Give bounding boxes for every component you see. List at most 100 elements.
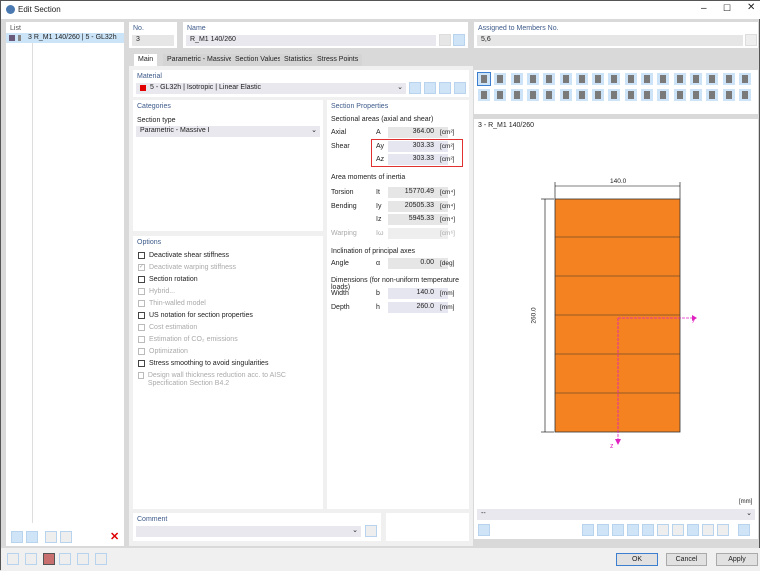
checkbox-icon[interactable] (138, 252, 145, 259)
edit-name-icon[interactable] (439, 34, 451, 46)
tab-stress-points[interactable]: Stress Points (313, 54, 363, 66)
units-icon[interactable] (25, 553, 37, 565)
option-checkbox[interactable]: Stress smoothing to avoid singularities (138, 360, 318, 367)
name-field[interactable]: R_M1 140/260 (186, 35, 436, 46)
u-section-2-shape-icon[interactable] (624, 89, 637, 101)
depth-field[interactable]: 260.0 (388, 302, 448, 313)
assigned-field[interactable]: 5,6 (477, 35, 743, 46)
box-2-shape-icon[interactable] (673, 89, 686, 101)
inverted-trapezoid-shape-icon[interactable] (608, 73, 621, 85)
pi-section-3-shape-icon[interactable] (689, 73, 702, 85)
edit-icon[interactable] (95, 553, 107, 565)
square-shape-icon[interactable] (510, 73, 523, 85)
close-button[interactable]: ✕ (747, 2, 756, 13)
view-options-icon[interactable] (478, 524, 490, 536)
pi-section-2-shape-icon[interactable] (673, 73, 686, 85)
preview-dropdown[interactable]: -- ⌄ (477, 509, 755, 520)
show-dimensions-icon[interactable] (582, 524, 594, 536)
section-type-select[interactable]: Parametric - Massive I ⌄ (136, 126, 320, 137)
apply-button[interactable]: Apply (716, 553, 758, 566)
show-elements-icon[interactable] (672, 524, 684, 536)
i-section-shape-icon[interactable] (706, 73, 719, 85)
list-item[interactable]: 3 R_M1 140/260 | 5 - GL32h (6, 33, 124, 43)
option-checkbox[interactable]: Section rotation (138, 276, 318, 283)
segment-shape-icon[interactable] (706, 89, 719, 101)
show-axes-icon[interactable] (612, 524, 624, 536)
copy-section-icon[interactable] (26, 531, 38, 543)
material-select[interactable]: 5 - GL32h | Isotropic | Linear Elastic ⌄ (136, 83, 406, 94)
show-grid-icon[interactable] (687, 524, 699, 536)
search-icon[interactable] (7, 553, 19, 565)
material-library-icon[interactable] (409, 82, 421, 94)
show-parts-icon[interactable] (702, 524, 714, 536)
circle-2-shape-icon[interactable] (738, 89, 751, 101)
i-section-4-shape-icon[interactable] (478, 89, 490, 101)
renumber-icon[interactable] (60, 531, 72, 543)
rectangle-shape-icon[interactable] (477, 72, 491, 86)
model-icon[interactable] (77, 553, 89, 565)
warping-unit: [cm⁶] (440, 230, 455, 237)
rounded-square-shape-icon[interactable] (526, 73, 539, 85)
u-section-3-shape-icon[interactable] (641, 89, 653, 101)
library-icon[interactable] (453, 34, 465, 46)
t-section-3-shape-icon[interactable] (592, 73, 605, 85)
half-circle-shape-icon[interactable] (689, 89, 702, 101)
t-section-2-shape-icon[interactable] (575, 73, 588, 85)
show-stress-points-icon[interactable] (627, 524, 639, 536)
l-t-section-shape-icon[interactable] (641, 73, 653, 85)
i-section-3-shape-icon[interactable] (738, 73, 751, 85)
section-type-label: Section type (137, 117, 176, 124)
no-field[interactable]: 3 (132, 35, 174, 46)
minimize-button[interactable]: – (701, 3, 707, 14)
select-members-icon[interactable] (745, 34, 757, 46)
comment-field[interactable]: ⌄ (136, 526, 361, 537)
shape-glyph (497, 91, 504, 99)
ring-shape-icon[interactable] (543, 89, 556, 101)
maximize-button[interactable]: ☐ (723, 3, 732, 13)
pi-section-shape-icon[interactable] (657, 73, 670, 85)
table-icon[interactable] (59, 553, 71, 565)
i-section-5-shape-icon[interactable] (494, 89, 507, 101)
delete-icon[interactable]: ✕ (110, 531, 120, 543)
l-section-shape-icon[interactable] (575, 89, 588, 101)
z-section-shape-icon[interactable] (592, 89, 605, 101)
tab-main[interactable]: Main (134, 54, 158, 66)
i-section-2-shape-icon[interactable] (722, 73, 735, 85)
tapered-shape-icon[interactable] (543, 73, 556, 85)
new-material-icon[interactable] (424, 82, 436, 94)
i-section-6-shape-icon[interactable] (510, 89, 523, 101)
delete-material-icon[interactable] (454, 82, 466, 94)
check-icon[interactable] (45, 531, 57, 543)
width-field[interactable]: 140.0 (388, 288, 448, 299)
option-checkbox[interactable]: Deactivate shear stiffness (138, 252, 318, 259)
comment-library-icon[interactable] (365, 525, 377, 537)
u-section-shape-icon[interactable] (608, 89, 621, 101)
polygon-shape-icon[interactable] (722, 89, 735, 101)
ellipse-shape-icon[interactable] (559, 89, 572, 101)
show-section-icon[interactable] (597, 524, 609, 536)
t-section-shape-icon[interactable] (559, 73, 572, 85)
ay-field[interactable]: 303.33 (388, 141, 448, 152)
circle-shape-icon[interactable] (526, 89, 539, 101)
rounded-rectangle-shape-icon[interactable] (494, 73, 507, 85)
option-checkbox[interactable]: US notation for section properties (138, 312, 318, 319)
checkbox-icon[interactable] (138, 360, 145, 367)
show-centroid-icon[interactable] (642, 524, 654, 536)
box-shape-icon[interactable] (657, 89, 670, 101)
tab-statistics[interactable]: Statistics (280, 54, 317, 66)
tab-section-values[interactable]: Section Values (231, 54, 286, 66)
ok-button[interactable]: OK (616, 553, 658, 566)
checkbox-icon[interactable] (138, 312, 145, 319)
reset-view-icon[interactable] (738, 524, 750, 536)
new-section-icon[interactable] (11, 531, 23, 543)
az-field[interactable]: 303.33 (388, 154, 448, 165)
edit-material-icon[interactable] (439, 82, 451, 94)
color-icon[interactable] (43, 553, 55, 565)
show-shear-center-icon[interactable] (657, 524, 669, 536)
tab-parametric[interactable]: Parametric - Massive I (163, 54, 241, 66)
cancel-button[interactable]: Cancel (666, 553, 707, 566)
shape-glyph (725, 75, 732, 83)
inverted-t-tapered-shape-icon[interactable] (624, 73, 637, 85)
checkbox-icon[interactable] (138, 276, 145, 283)
print-icon[interactable] (717, 524, 729, 536)
